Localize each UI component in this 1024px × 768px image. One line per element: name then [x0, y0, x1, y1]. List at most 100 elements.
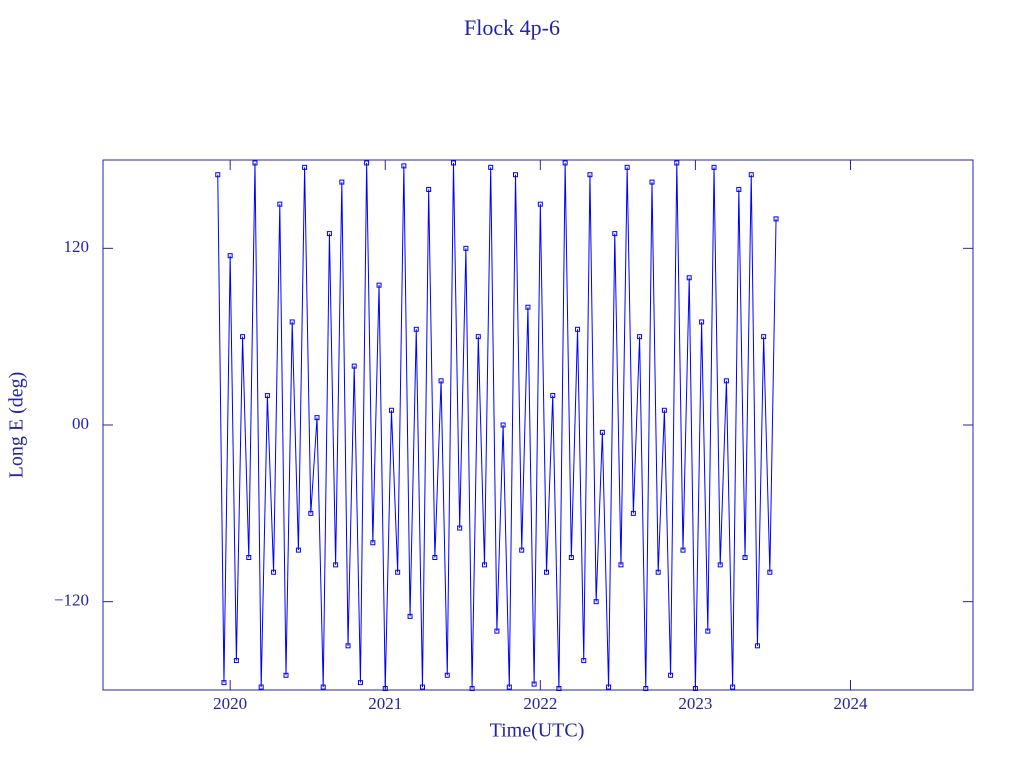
data-point — [680, 547, 686, 553]
data-point — [686, 275, 692, 281]
data-point — [240, 334, 246, 340]
data-point — [730, 684, 736, 690]
data-point — [444, 672, 450, 678]
plot-frame — [102, 159, 974, 691]
data-point — [624, 164, 630, 170]
data-point — [395, 569, 401, 575]
data-point — [289, 319, 295, 325]
data-point — [711, 164, 717, 170]
data-point — [227, 253, 233, 259]
data-point — [457, 525, 463, 531]
data-point — [481, 562, 487, 568]
data-point — [593, 599, 599, 605]
x-tick-label: 2023 — [678, 694, 712, 713]
data-point — [494, 628, 500, 634]
data-point — [692, 686, 698, 692]
data-point — [748, 172, 754, 178]
data-point — [488, 164, 494, 170]
data-point — [630, 510, 636, 516]
data-point — [357, 680, 363, 686]
data-point — [674, 160, 680, 166]
data-point — [345, 643, 351, 649]
data-point — [599, 429, 605, 435]
data-point — [314, 415, 320, 421]
data-point — [649, 179, 655, 185]
data-point — [761, 334, 767, 340]
data-point — [302, 164, 308, 170]
data-point — [320, 684, 326, 690]
data-point — [562, 160, 568, 166]
data-point — [401, 163, 407, 169]
data-point — [699, 319, 705, 325]
data-point — [351, 363, 357, 369]
data-point — [606, 684, 612, 690]
data-point — [283, 672, 289, 678]
data-point — [767, 569, 773, 575]
data-point — [413, 326, 419, 332]
data-point — [277, 201, 283, 207]
data-point — [426, 186, 432, 192]
data-point — [612, 231, 618, 237]
data-point — [407, 613, 413, 619]
data-point — [531, 681, 537, 687]
data-point — [364, 160, 370, 166]
data-point — [388, 407, 394, 413]
y-tick-label: 120 — [64, 237, 90, 256]
data-point — [661, 407, 667, 413]
data-point — [550, 393, 556, 399]
data-point — [575, 326, 581, 332]
data-point — [475, 334, 481, 340]
data-point — [513, 172, 519, 178]
data-point — [587, 172, 593, 178]
data-point — [419, 684, 425, 690]
data-point — [655, 569, 661, 575]
data-point — [215, 172, 221, 178]
x-axis-label: Time(UTC) — [490, 720, 585, 742]
data-point — [308, 510, 314, 516]
data-point — [258, 684, 264, 690]
data-point — [432, 555, 438, 560]
data-point — [463, 245, 469, 251]
data-point — [519, 547, 525, 553]
data-point — [643, 686, 649, 692]
data-point — [581, 658, 587, 664]
data-point — [544, 569, 550, 575]
data-point — [339, 179, 345, 185]
x-tick-label: 2024 — [833, 694, 868, 713]
data-point — [450, 160, 456, 166]
data-point — [252, 160, 258, 166]
data-point — [773, 216, 779, 222]
data-point — [506, 684, 512, 690]
y-tick-label: 00 — [72, 414, 89, 433]
data-point — [382, 686, 388, 692]
data-line — [217, 162, 777, 689]
data-point — [370, 540, 376, 546]
data-point — [295, 547, 301, 553]
data-point — [333, 562, 339, 568]
y-tick-label: −120 — [54, 591, 89, 610]
x-tick-label: 2021 — [368, 694, 402, 713]
data-point — [754, 643, 760, 649]
data-point — [717, 562, 723, 568]
data-point — [637, 334, 643, 340]
data-point — [525, 304, 531, 310]
data-point — [537, 201, 543, 207]
data-point — [705, 628, 711, 634]
data-point — [556, 686, 562, 692]
data-point — [742, 555, 748, 560]
y-axis-label: Long E (deg) — [6, 372, 28, 479]
data-point — [469, 686, 475, 692]
data-point — [326, 231, 332, 237]
data-point — [568, 555, 574, 560]
x-tick-label: 2020 — [213, 694, 247, 713]
data-point — [271, 569, 277, 575]
data-point — [668, 672, 674, 678]
data-point — [233, 658, 239, 664]
chart-title: Flock 4p-6 — [464, 15, 560, 40]
data-point — [723, 378, 729, 384]
data-point — [264, 393, 270, 399]
data-point — [438, 378, 444, 384]
data-point — [500, 422, 506, 428]
